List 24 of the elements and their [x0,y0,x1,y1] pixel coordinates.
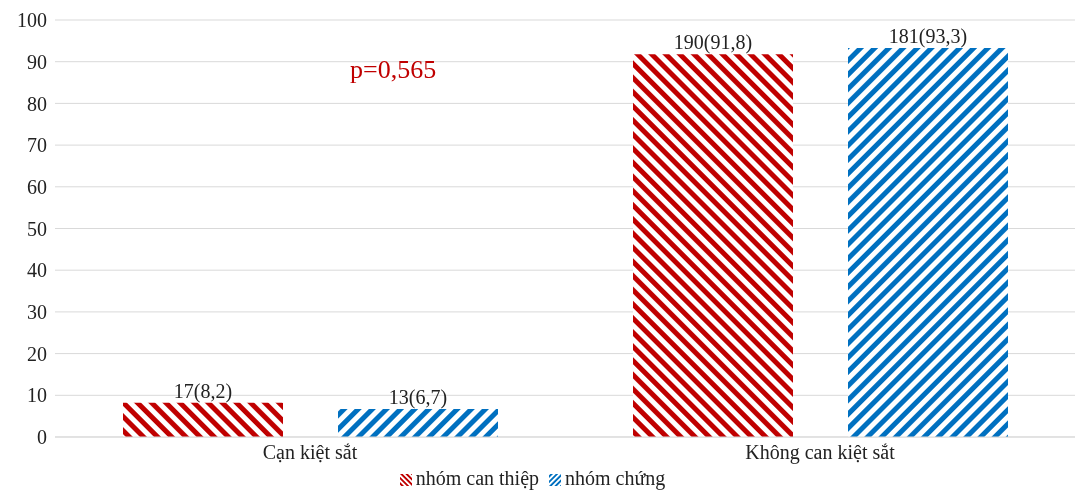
y-tick-label: 60 [27,175,47,198]
legend-label: nhóm can thiệp [415,467,540,489]
annotation: p=0,565 [350,55,437,85]
bar [633,54,793,437]
x-tick-label: Không can kiệt sắt [745,441,896,465]
y-tick-label: 10 [27,384,47,407]
y-tick-label: 30 [27,301,47,323]
y-tick-label: 90 [27,50,47,73]
legend-label: nhóm chứng [565,467,666,489]
data-label: 17(8,2) [173,379,233,403]
y-tick-label: 0 [37,426,47,449]
bar [848,47,1008,437]
data-label: 13(6,7) [388,386,448,410]
x-tick-label: Cạn kiệt sắt [262,441,358,464]
y-tick-label: 40 [27,259,47,282]
y-tick-label: 20 [27,342,47,365]
y-tick-label: 70 [27,134,47,157]
bar [338,409,498,437]
y-tick-label: 80 [27,92,47,115]
bar [123,402,283,437]
data-label: 190(91,8) [673,31,753,55]
y-tick-label: 100 [17,9,47,32]
data-label: 181(93,3) [888,24,968,48]
y-tick-label: 50 [27,217,47,240]
